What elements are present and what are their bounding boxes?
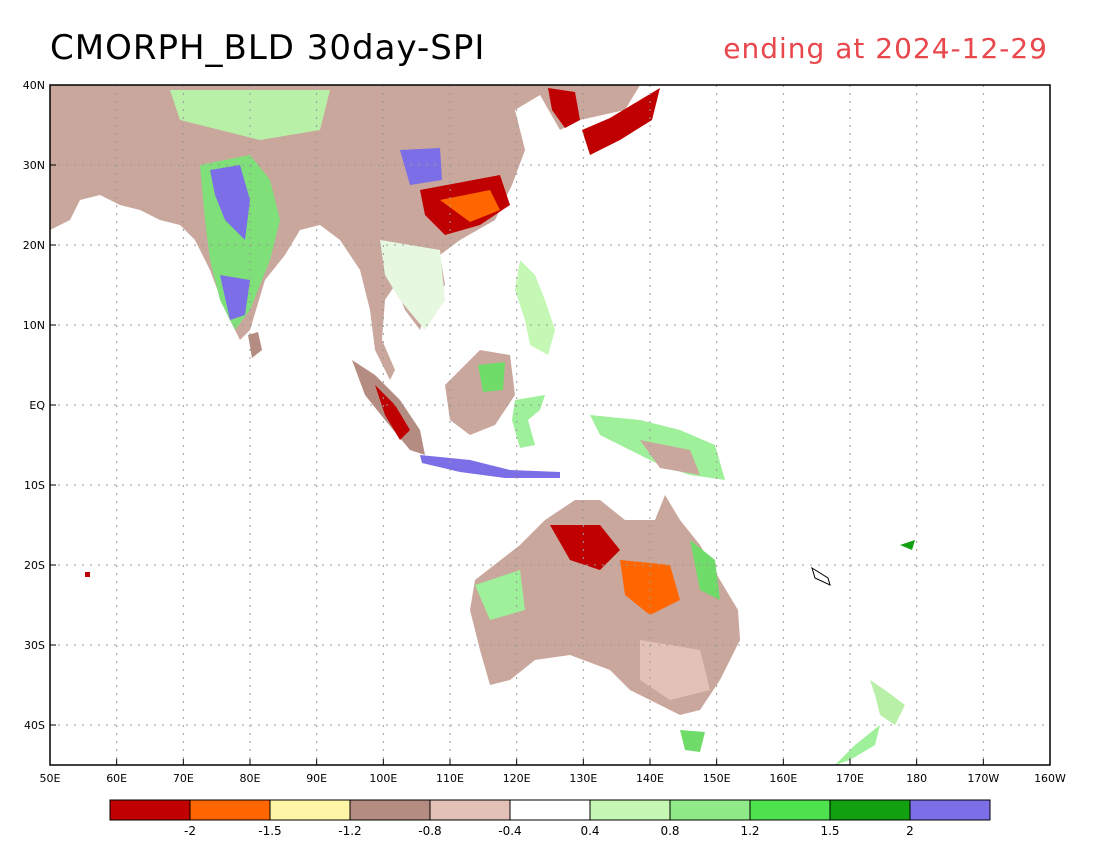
tasmania [680, 730, 705, 752]
lon-tick-label: 170W [967, 772, 999, 785]
lon-tick-label: 150E [703, 772, 731, 785]
lat-tick-label: 30S [24, 639, 45, 652]
colorbar-label: -0.8 [418, 824, 441, 838]
plot-frame [49, 84, 1051, 766]
colorbar-label: -2 [184, 824, 196, 838]
colorbar-label: 0.8 [660, 824, 679, 838]
australia-light [640, 640, 710, 700]
mascarene-island [85, 572, 90, 577]
korea [548, 88, 580, 128]
lat-tick-label: EQ [29, 399, 45, 412]
java [420, 455, 560, 478]
colorbar-label: 2 [906, 824, 914, 838]
indochina [380, 240, 445, 330]
lat-tick-label: 40S [24, 719, 45, 732]
fiji [900, 540, 915, 550]
colorbar-label: -0.4 [498, 824, 521, 838]
lon-tick-label: 160W [1034, 772, 1066, 785]
lon-tick-label: 120E [503, 772, 531, 785]
asia-landmass [50, 85, 640, 380]
lon-tick-label: 90E [306, 772, 327, 785]
lon-tick-label: 170E [836, 772, 864, 785]
lat-tick-label: 20S [24, 559, 45, 572]
australia-wet-east [690, 540, 720, 600]
map-title: CMORPH_BLD 30day-SPI [50, 28, 486, 68]
lon-tick-label: 50E [40, 772, 61, 785]
colorbar-label: 1.2 [740, 824, 759, 838]
india-south-very-wet [220, 275, 250, 320]
colorbar-label: 0.4 [580, 824, 599, 838]
lon-tick-label: 180 [906, 772, 927, 785]
lat-tick-label: 10S [24, 479, 45, 492]
australia-wet-west [475, 570, 525, 620]
lon-tick-label: 160E [769, 772, 797, 785]
colorbar-swatch [669, 799, 751, 821]
land-areas [50, 85, 915, 765]
colorbar-swatch [589, 799, 671, 821]
lon-tick-label: 60E [106, 772, 127, 785]
lon-tick-label: 110E [436, 772, 464, 785]
colorbar-label: 1.5 [820, 824, 839, 838]
asia-green-north [170, 90, 330, 140]
longitude-axis: 50E 60E 70E 80E 90E 100E 110E 120E 130E 140E 150E 1… [40, 759, 1066, 785]
colorbar-label: -1.5 [258, 824, 281, 838]
philippines [515, 260, 555, 355]
australia-very-dry [550, 525, 620, 570]
lat-tick-label: 40N [23, 79, 45, 92]
colorbar-swatch [909, 799, 991, 821]
new-zealand-south [835, 725, 880, 765]
colorbar-swatch [829, 799, 911, 821]
india-very-wet [210, 165, 250, 240]
new-zealand-north [870, 680, 905, 725]
lon-tick-label: 80E [240, 772, 261, 785]
colorbar-label: -1.2 [338, 824, 361, 838]
colorbar-swatch [349, 799, 431, 821]
lat-tick-label: 30N [23, 159, 45, 172]
lon-tick-label: 70E [173, 772, 194, 785]
latitude-axis: 40N 30N 20N 10N EQ 10S 20S 30S 40S [23, 79, 56, 732]
sri-lanka [248, 332, 262, 358]
sulawesi [512, 395, 545, 448]
lon-tick-label: 140E [636, 772, 664, 785]
colorbar-swatch [189, 799, 271, 821]
lat-tick-label: 20N [23, 239, 45, 252]
lat-tick-label: 10N [23, 319, 45, 332]
colorbar-swatch [109, 799, 191, 821]
grid-lines [50, 85, 1050, 765]
china-dry-orange [440, 190, 500, 222]
new-guinea-dry [640, 440, 700, 475]
new-caledonia [811, 566, 831, 586]
lon-tick-label: 100E [369, 772, 397, 785]
colorbar-swatch [429, 799, 511, 821]
colorbar: -2 -1.5 -1.2 -0.8 -0.4 0.4 0.8 1.2 1.5 2 [109, 799, 991, 838]
lon-tick-label: 130E [569, 772, 597, 785]
japan [582, 88, 660, 155]
colorbar-swatch [749, 799, 831, 821]
asia-purple-patch [400, 148, 442, 185]
australia-dry [620, 560, 680, 615]
map-subtitle: ending at 2024-12-29 [723, 32, 1048, 65]
colorbar-swatch [509, 799, 591, 821]
borneo-green [478, 362, 505, 392]
colorbar-swatch [269, 799, 351, 821]
